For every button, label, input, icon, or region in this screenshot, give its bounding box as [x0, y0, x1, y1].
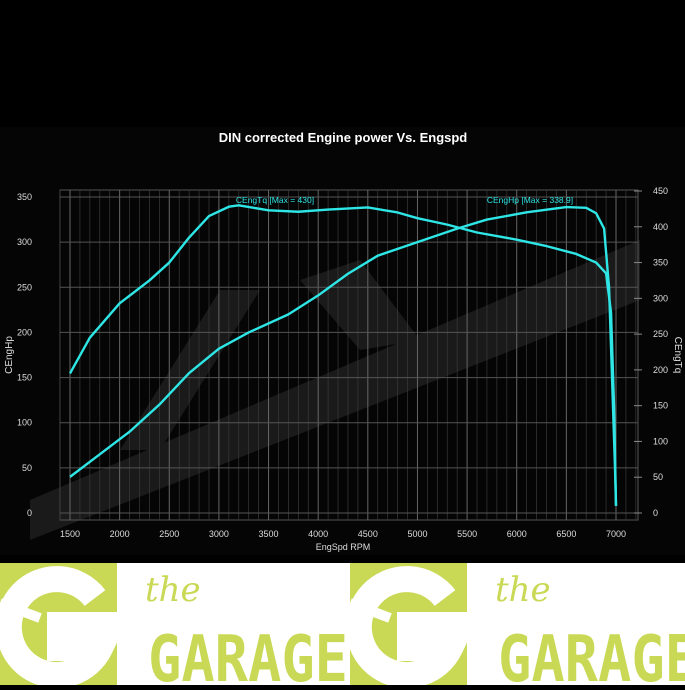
- logo-g-icon: [0, 566, 121, 688]
- y2-tick-label: 450: [653, 186, 668, 196]
- garage-logo-banner: the GARAGE the GARAGE: [0, 563, 685, 690]
- y-tick-label: 150: [17, 373, 32, 383]
- y2-axis-label: CEngTq: [672, 337, 683, 374]
- y-tick-label: 300: [17, 237, 32, 247]
- y2-tick-label: 350: [653, 258, 668, 268]
- series-line-cenghp: [69, 205, 618, 506]
- x-tick-label: 2500: [159, 529, 179, 539]
- x-tick-label: 3000: [209, 529, 229, 539]
- series-line-cengtq: [68, 204, 618, 506]
- series-label-cenghp: CEngHp [Max = 338.9]: [487, 195, 573, 205]
- series-label-cengtq: CEngTq [Max = 430]: [236, 195, 314, 205]
- y-tick-label: 200: [17, 327, 32, 337]
- x-tick-label: 5500: [457, 529, 477, 539]
- y2-tick-label: 400: [653, 222, 668, 232]
- x-tick-label: 4500: [358, 529, 378, 539]
- logo-wrench-icon: [0, 598, 42, 623]
- y2-tick-label: 300: [653, 293, 668, 303]
- logo-small-text: the: [145, 570, 201, 610]
- y2-tick-label: 0: [653, 508, 658, 518]
- x-tick-label: 6500: [556, 529, 576, 539]
- x-tick-label: 1500: [60, 529, 80, 539]
- x-axis-label: EngSpd RPM: [316, 542, 371, 552]
- logo-g-icon: [345, 566, 471, 688]
- y2-tick-label: 200: [653, 365, 668, 375]
- logo-big-text: GARAGE: [148, 623, 348, 685]
- grid: [59, 189, 639, 521]
- y-tick-label: 0: [27, 508, 32, 518]
- x-tick-label: 2000: [110, 529, 130, 539]
- y2-tick-label: 150: [653, 401, 668, 411]
- x-tick-label: 6000: [507, 529, 527, 539]
- logo-small-text: the: [495, 570, 551, 610]
- dyno-chart: DIN corrected Engine power Vs. Engspd 0 5…: [4, 130, 683, 552]
- x-tick-label: 4000: [308, 529, 328, 539]
- chart-title: DIN corrected Engine power Vs. Engspd: [219, 130, 468, 145]
- y2-tick-label: 250: [653, 329, 668, 339]
- logo-big-text: GARAGE: [498, 623, 685, 685]
- y-tick-label: 100: [17, 418, 32, 428]
- y-tick-label: 350: [17, 192, 32, 202]
- y-axis-label: CEngHp: [4, 336, 15, 374]
- y2-tick-label: 50: [653, 472, 663, 482]
- garage-logo: the GARAGE the GARAGE: [0, 563, 685, 690]
- y-tick-label: 50: [22, 463, 32, 473]
- y2-tick-label: 100: [653, 436, 668, 446]
- logo-wrench-icon: [348, 598, 392, 623]
- y-tick-label: 250: [17, 282, 32, 292]
- x-tick-label: 3500: [259, 529, 279, 539]
- x-tick-label: 7000: [606, 529, 626, 539]
- x-tick-label: 5000: [407, 529, 427, 539]
